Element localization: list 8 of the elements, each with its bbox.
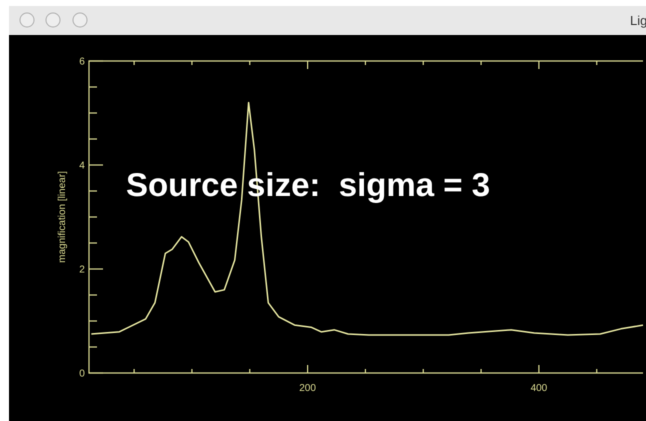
y-tick-label: 6: [79, 56, 86, 68]
x-tick-label: 400: [530, 383, 548, 394]
x-tick-label: 200: [299, 383, 316, 394]
y-tick-label: 4: [79, 160, 86, 172]
y-tick-label: 2: [79, 264, 86, 276]
y-tick-label: 0: [79, 368, 86, 380]
y-axis-title: magnification [linear]: [57, 170, 68, 263]
line-series: [90, 102, 644, 336]
